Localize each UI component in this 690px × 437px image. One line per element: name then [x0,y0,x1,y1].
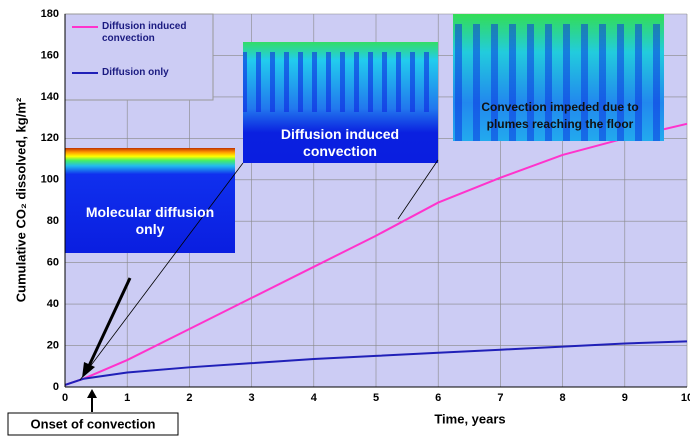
pointer-line [397,159,439,220]
inset-label: Diffusion induced convection [280,126,400,159]
x-tick-label: 4 [311,392,318,404]
arrow-head [82,362,95,378]
x-tick-label: 10 [681,392,690,404]
x-tick-label: 5 [373,392,379,404]
x-tick-label: 8 [560,392,566,404]
x-tick-label: 9 [622,392,628,404]
inset-label: Molecular diffusion only [85,204,215,237]
onset-box [7,412,179,436]
series-line [64,122,688,386]
x-tick-label: 7 [497,392,503,404]
series-line [64,340,688,386]
y-tick-label: 80 [47,215,59,227]
y-tick-label: 140 [41,91,59,103]
y-tick-label: 180 [41,8,59,20]
pointer-arrow [86,277,132,369]
inset-fingers [243,52,438,112]
y-tick-label: 40 [47,298,59,310]
x-tick-label: 2 [186,392,192,404]
legend-label: Diffusion induced convection [102,21,187,44]
inset-label: Convection impeded due to plumes reachin… [481,100,639,131]
x-tick-label: 1 [124,392,130,404]
x-axis-label: Time, years [434,411,505,426]
y-tick-label: 120 [41,132,59,144]
x-tick-label: 0 [62,392,68,404]
inset-diffusion [65,148,235,253]
arrow-head [87,389,97,398]
y-tick-label: 60 [47,257,59,269]
annotation: Onset of convection [31,416,156,431]
y-tick-label: 100 [41,174,59,186]
y-tick-label: 0 [53,381,59,393]
legend-label: Diffusion only [102,67,169,78]
inset-plume-fingers [453,24,664,141]
x-tick-label: 3 [249,392,255,404]
x-tick-label: 6 [435,392,441,404]
pointer-line [79,162,244,381]
legend-box [64,13,214,101]
y-axis-label: Cumulative CO₂ dissolved, kg/m² [13,97,28,302]
y-tick-label: 160 [41,49,59,61]
y-tick-label: 20 [47,339,59,351]
